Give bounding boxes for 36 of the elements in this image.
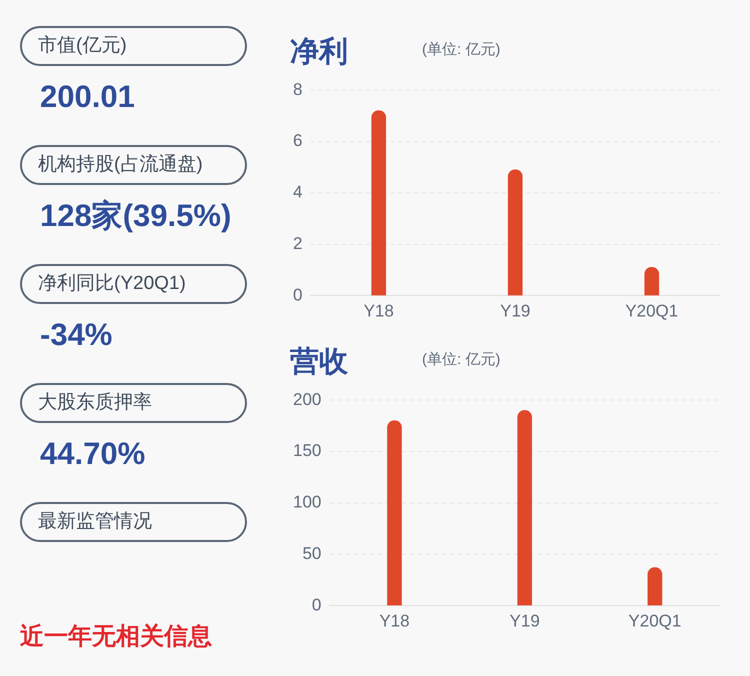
text: 200.01 [39, 78, 136, 116]
chart-subtitle: (单位: 亿元) [422, 350, 500, 369]
text: 净利同比(Y20Q1) [20, 264, 247, 304]
text: 大股东质押率 [20, 383, 247, 423]
text: -34% [39, 316, 114, 354]
y-tick-label: 4 [292, 182, 302, 202]
bar [371, 110, 386, 296]
text: 近一年无相关信息 [20, 622, 213, 652]
chart-title: 净利 [290, 35, 348, 70]
chart-subtitle: (单位: 亿元) [422, 40, 500, 59]
x-tick-label: Y18 [364, 301, 394, 320]
bar [644, 267, 660, 296]
x-tick-label: Y20Q1 [625, 301, 678, 320]
text: 市值(亿元) [20, 26, 247, 66]
text: 44.70% [39, 435, 146, 473]
bar [648, 567, 662, 606]
x-tick-label: Y19 [510, 611, 540, 630]
y-tick-label: 200 [292, 390, 322, 409]
y-tick-label: 150 [292, 441, 322, 460]
text: 128家(39.5%) [39, 197, 232, 235]
bar [508, 169, 523, 296]
y-tick-label: 2 [292, 234, 302, 253]
x-tick-label: Y19 [500, 301, 530, 320]
chart-title: 营收 [290, 345, 348, 380]
x-tick-label: Y20Q1 [628, 611, 682, 630]
x-tick-label: Y18 [379, 611, 410, 630]
y-tick-label: 50 [302, 544, 322, 563]
bar [387, 420, 402, 606]
y-tick-label: 0 [292, 285, 302, 304]
bar [517, 410, 532, 606]
y-tick-label: 100 [292, 492, 322, 512]
text: 机构持股(占流通盘) [20, 145, 247, 185]
text: 最新监管情况 [20, 502, 247, 542]
y-tick-label: 6 [292, 131, 302, 150]
y-tick-label: 0 [312, 595, 322, 614]
y-tick-label: 8 [292, 80, 302, 99]
